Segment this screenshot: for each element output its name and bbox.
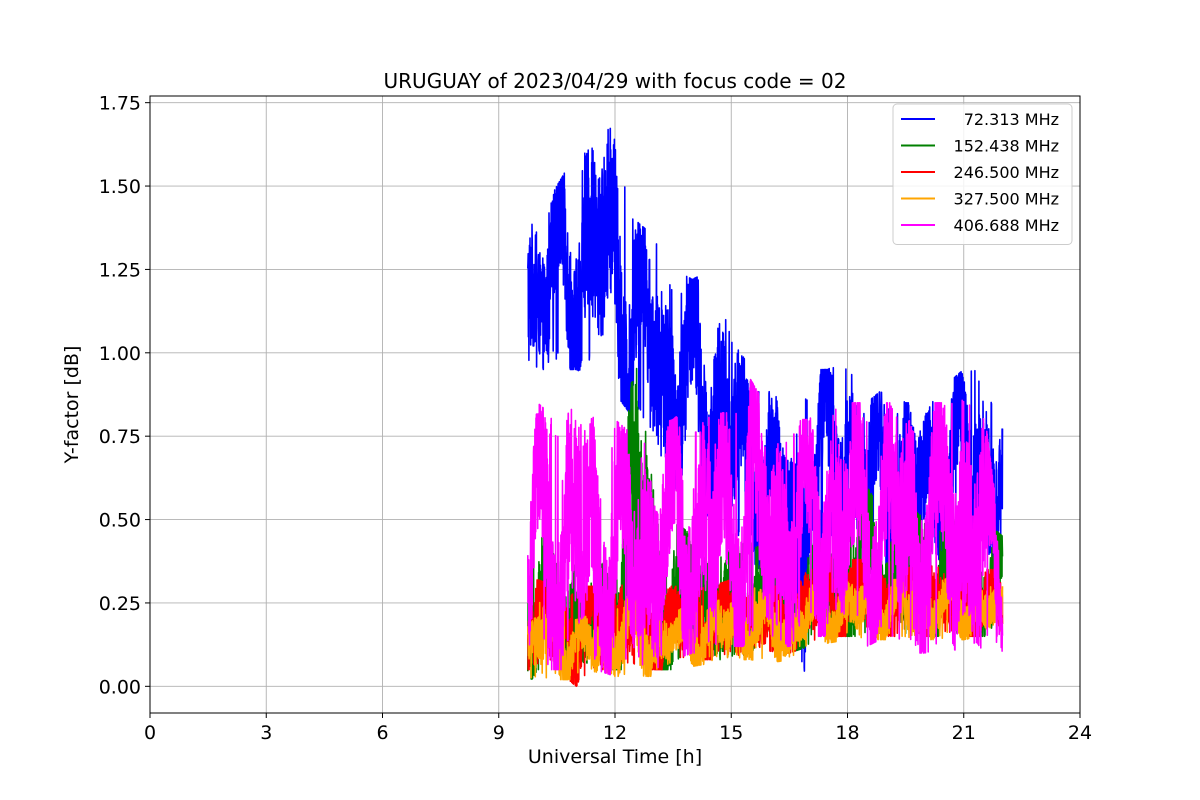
legend-entry: 72.313 MHz: [964, 110, 1059, 129]
y-tick-label: 0.25: [99, 593, 141, 615]
y-tick-label: 0.50: [99, 510, 141, 532]
x-tick-label: 18: [835, 722, 859, 744]
x-tick-label: 3: [260, 722, 272, 744]
x-tick-label: 21: [952, 722, 976, 744]
series-layer: [526, 127, 1004, 688]
y-tick-label: 1.50: [99, 176, 141, 198]
legend-box: [892, 103, 1073, 245]
legend: 72.313 MHz 152.438 MHz 246.500 MHz 327.500 …: [892, 103, 1073, 245]
legend-entry: 406.688 MHz: [954, 216, 1059, 235]
legend-entry: 327.500 MHz: [954, 190, 1059, 209]
y-tick-label: 1.00: [99, 343, 141, 365]
legend-entry: 152.438 MHz: [954, 137, 1059, 156]
x-tick-label: 6: [376, 722, 388, 744]
y-tick-label: 0.00: [99, 676, 141, 698]
y-axis: 0.00 0.25 0.50 0.75 1.00 1.25 1.50 1.75: [99, 93, 150, 698]
y-axis-label: Y-factor [dB]: [61, 346, 83, 465]
chart-title: URUGUAY of 2023/04/29 with focus code = …: [384, 69, 847, 93]
y-tick-label: 1.75: [99, 93, 141, 115]
x-axis: 0 3 6 9 12 15 18 21 24: [144, 713, 1092, 744]
legend-entry: 246.500 MHz: [954, 163, 1059, 182]
x-tick-label: 0: [144, 722, 156, 744]
x-axis-label: Universal Time [h]: [528, 746, 702, 768]
x-tick-label: 15: [719, 722, 743, 744]
y-tick-label: 0.75: [99, 426, 141, 448]
y-tick-label: 1.25: [99, 259, 141, 281]
series-line: [526, 378, 1004, 676]
x-tick-label: 9: [493, 722, 505, 744]
x-tick-label: 12: [603, 722, 627, 744]
x-tick-label: 24: [1068, 722, 1092, 744]
